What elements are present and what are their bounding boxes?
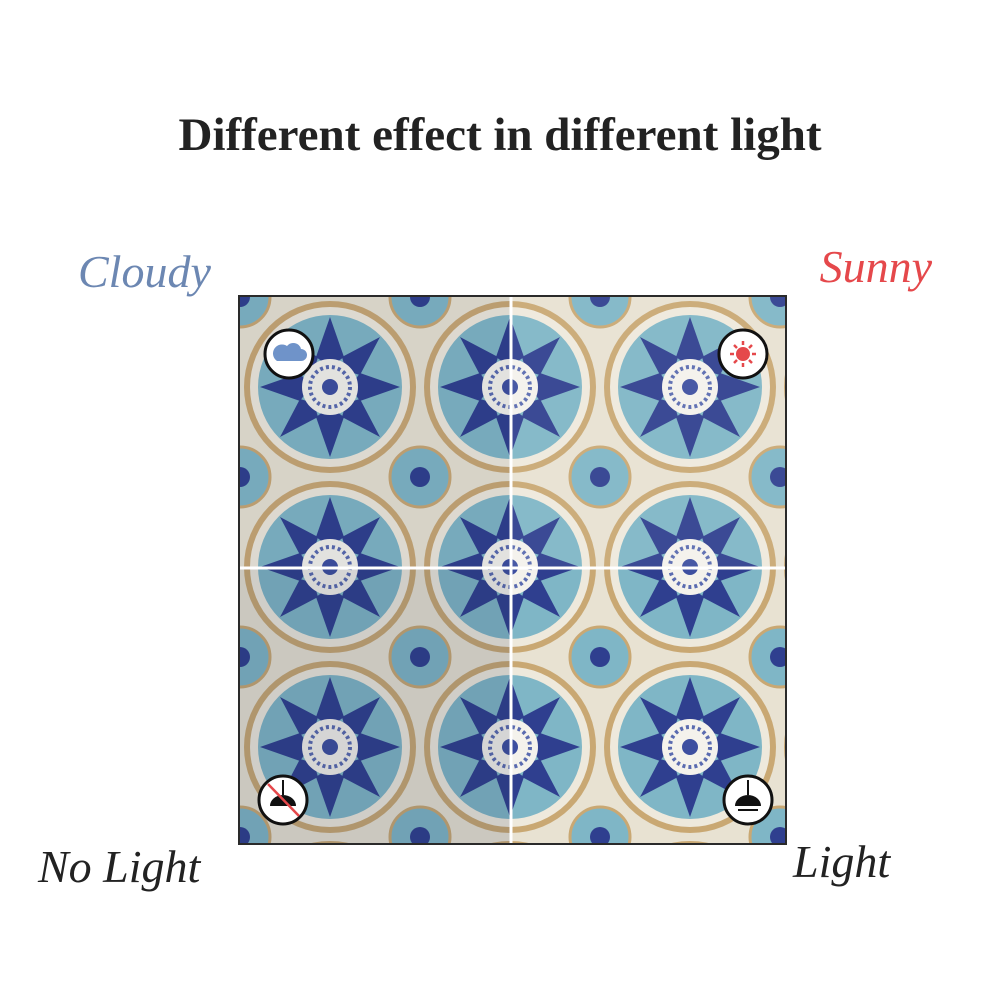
label-light: Light (793, 836, 891, 887)
label-sunny: Sunny (819, 241, 932, 292)
icon-cloudy (263, 328, 315, 380)
label-no-light: No Light (38, 841, 201, 892)
label-cloudy: Cloudy (78, 246, 211, 297)
icon-no-light (257, 774, 309, 826)
icon-sunny (717, 328, 769, 380)
icon-light (722, 774, 774, 826)
title: Different effect in different light (178, 109, 822, 161)
